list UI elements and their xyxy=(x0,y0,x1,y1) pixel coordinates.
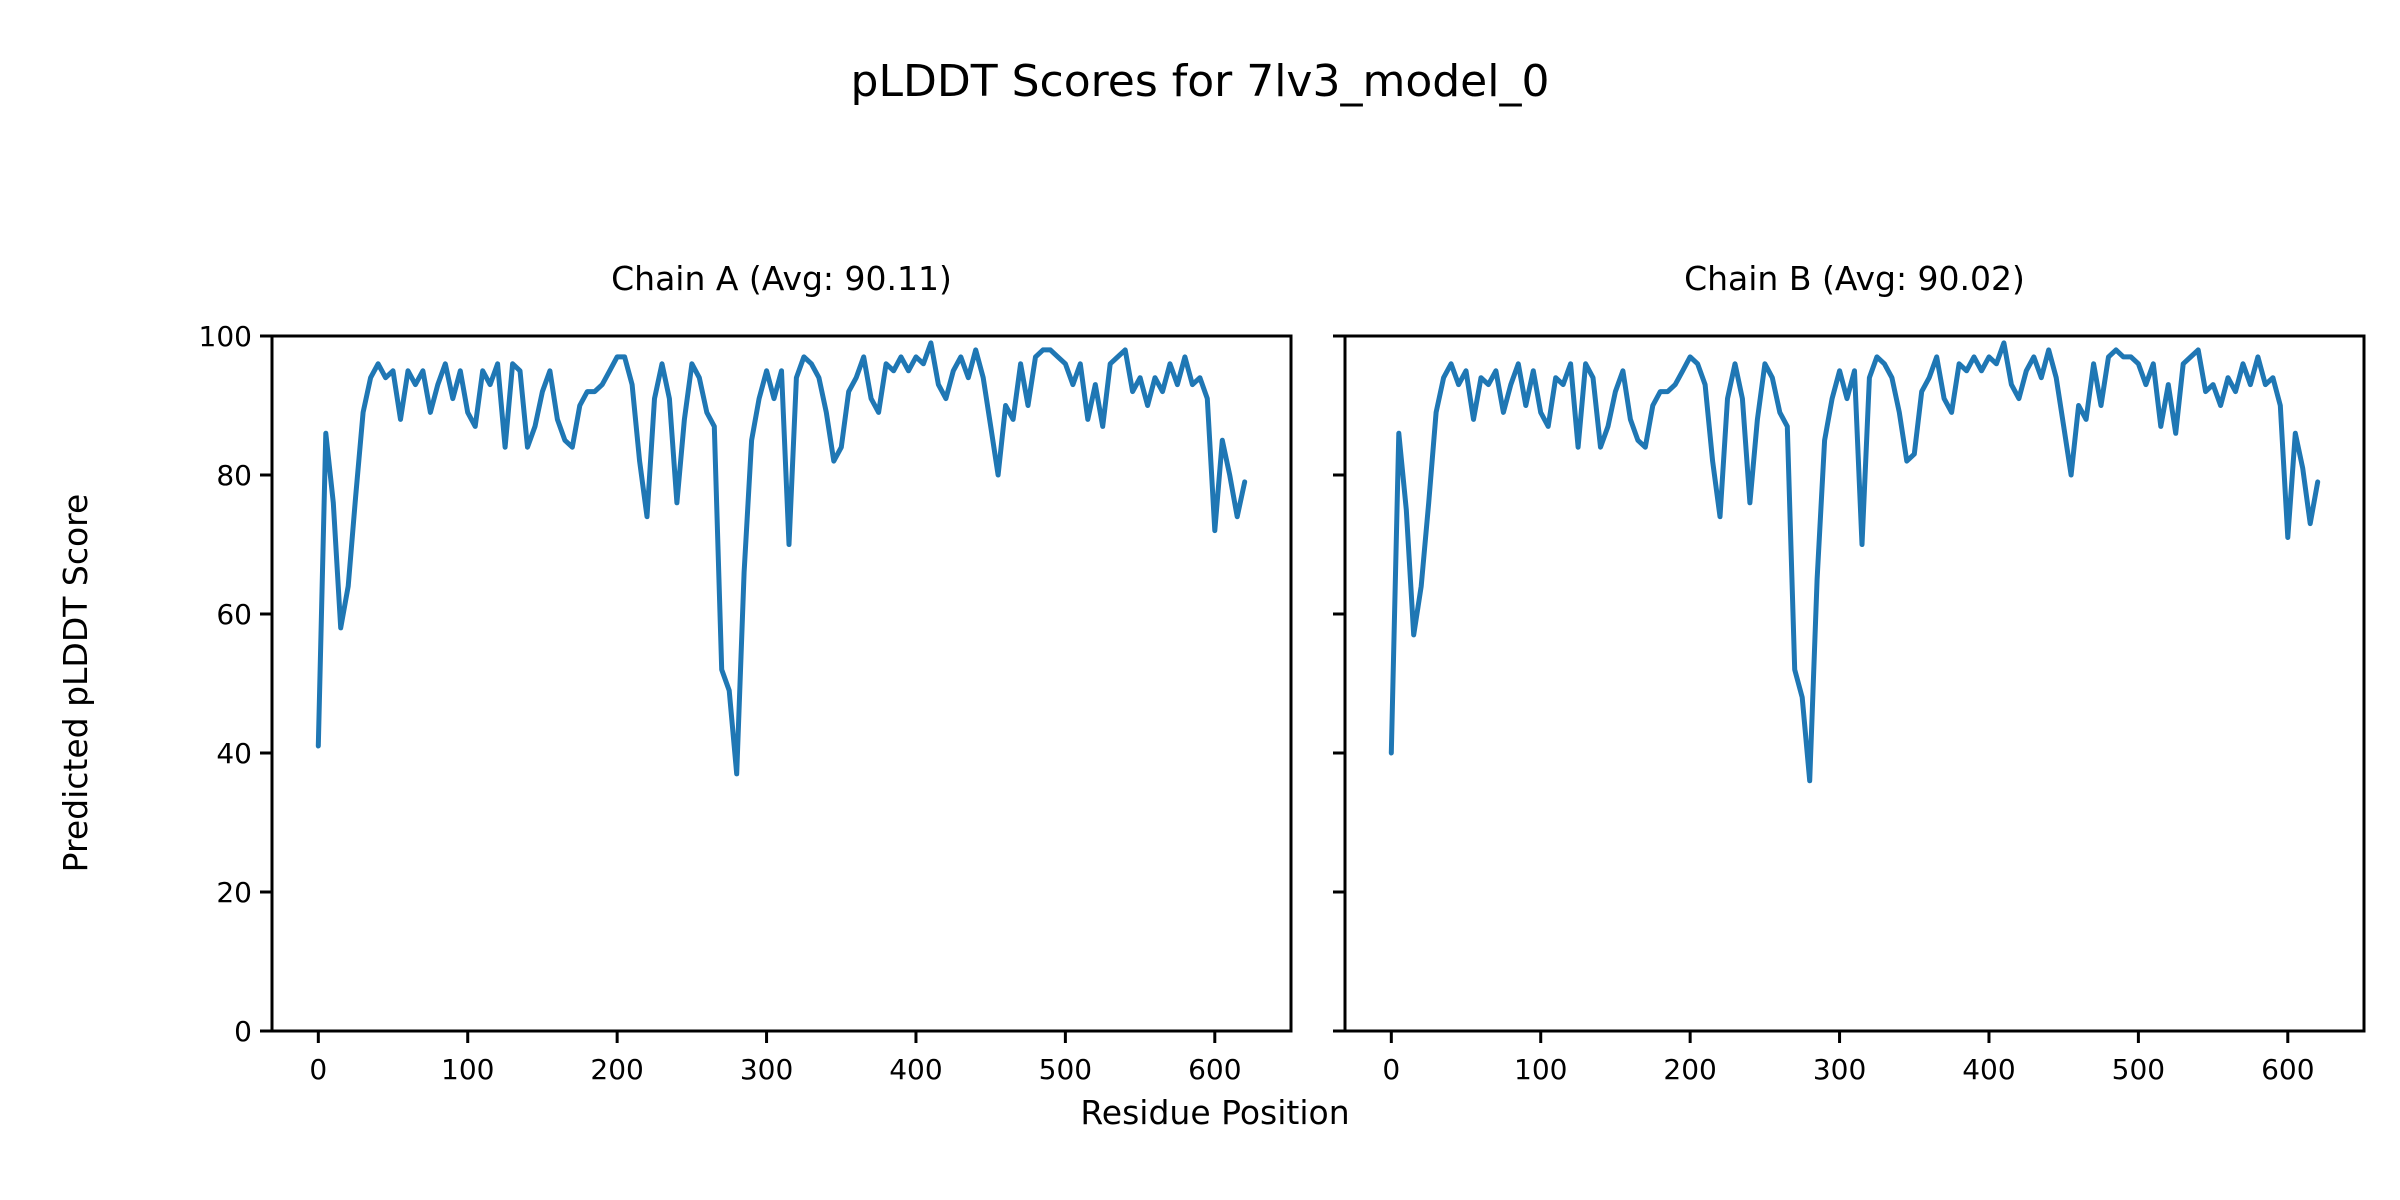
chain-a-x-tick-label: 200 xyxy=(590,1053,643,1086)
subplot-a-title: Chain A (Avg: 90.11) xyxy=(611,259,952,298)
chain-b-x-tick-label: 500 xyxy=(2112,1053,2165,1086)
chain-a-x-tick-label: 600 xyxy=(1188,1053,1241,1086)
chain-a-x-tick-label: 500 xyxy=(1039,1053,1092,1086)
chain-b-axes-box xyxy=(1343,334,2366,1033)
chain-a-plddt-line xyxy=(315,340,1248,777)
chain-b-x-tick-label: 300 xyxy=(1813,1053,1866,1086)
chain-a-y-tick-label: 0 xyxy=(234,1015,252,1048)
chain-a-x-tick-label: 0 xyxy=(309,1053,327,1086)
chain-a-y-tick-label: 80 xyxy=(216,459,252,492)
chain-a-y-tick-label: 40 xyxy=(216,737,252,770)
chain-b-x-tick-label: 200 xyxy=(1663,1053,1716,1086)
chain-a-y-tick-label: 60 xyxy=(216,598,252,631)
chain-a-x-tick-label: 400 xyxy=(889,1053,942,1086)
chain-a-y-tick-label: 100 xyxy=(199,320,252,353)
chain-a-axes-box xyxy=(270,334,1293,1033)
chain-a-y-tick-label: 20 xyxy=(216,876,252,909)
chain-b-x-tick-label: 600 xyxy=(2261,1053,2314,1086)
chain-b-x-tick-label: 400 xyxy=(1962,1053,2015,1086)
chain-b-x-tick-label: 100 xyxy=(1514,1053,1567,1086)
chain-b-plddt-line xyxy=(1388,340,2321,784)
chain-a-x-tick-label: 100 xyxy=(441,1053,494,1086)
subplot-b-title: Chain B (Avg: 90.02) xyxy=(1684,259,2025,298)
chain-b-x-tick-label: 0 xyxy=(1382,1053,1400,1086)
figure-title: pLDDT Scores for 7lv3_model_0 xyxy=(850,56,1550,107)
x-axis-label: Residue Position xyxy=(1080,1093,1350,1132)
chain-a-x-tick-label: 300 xyxy=(740,1053,793,1086)
